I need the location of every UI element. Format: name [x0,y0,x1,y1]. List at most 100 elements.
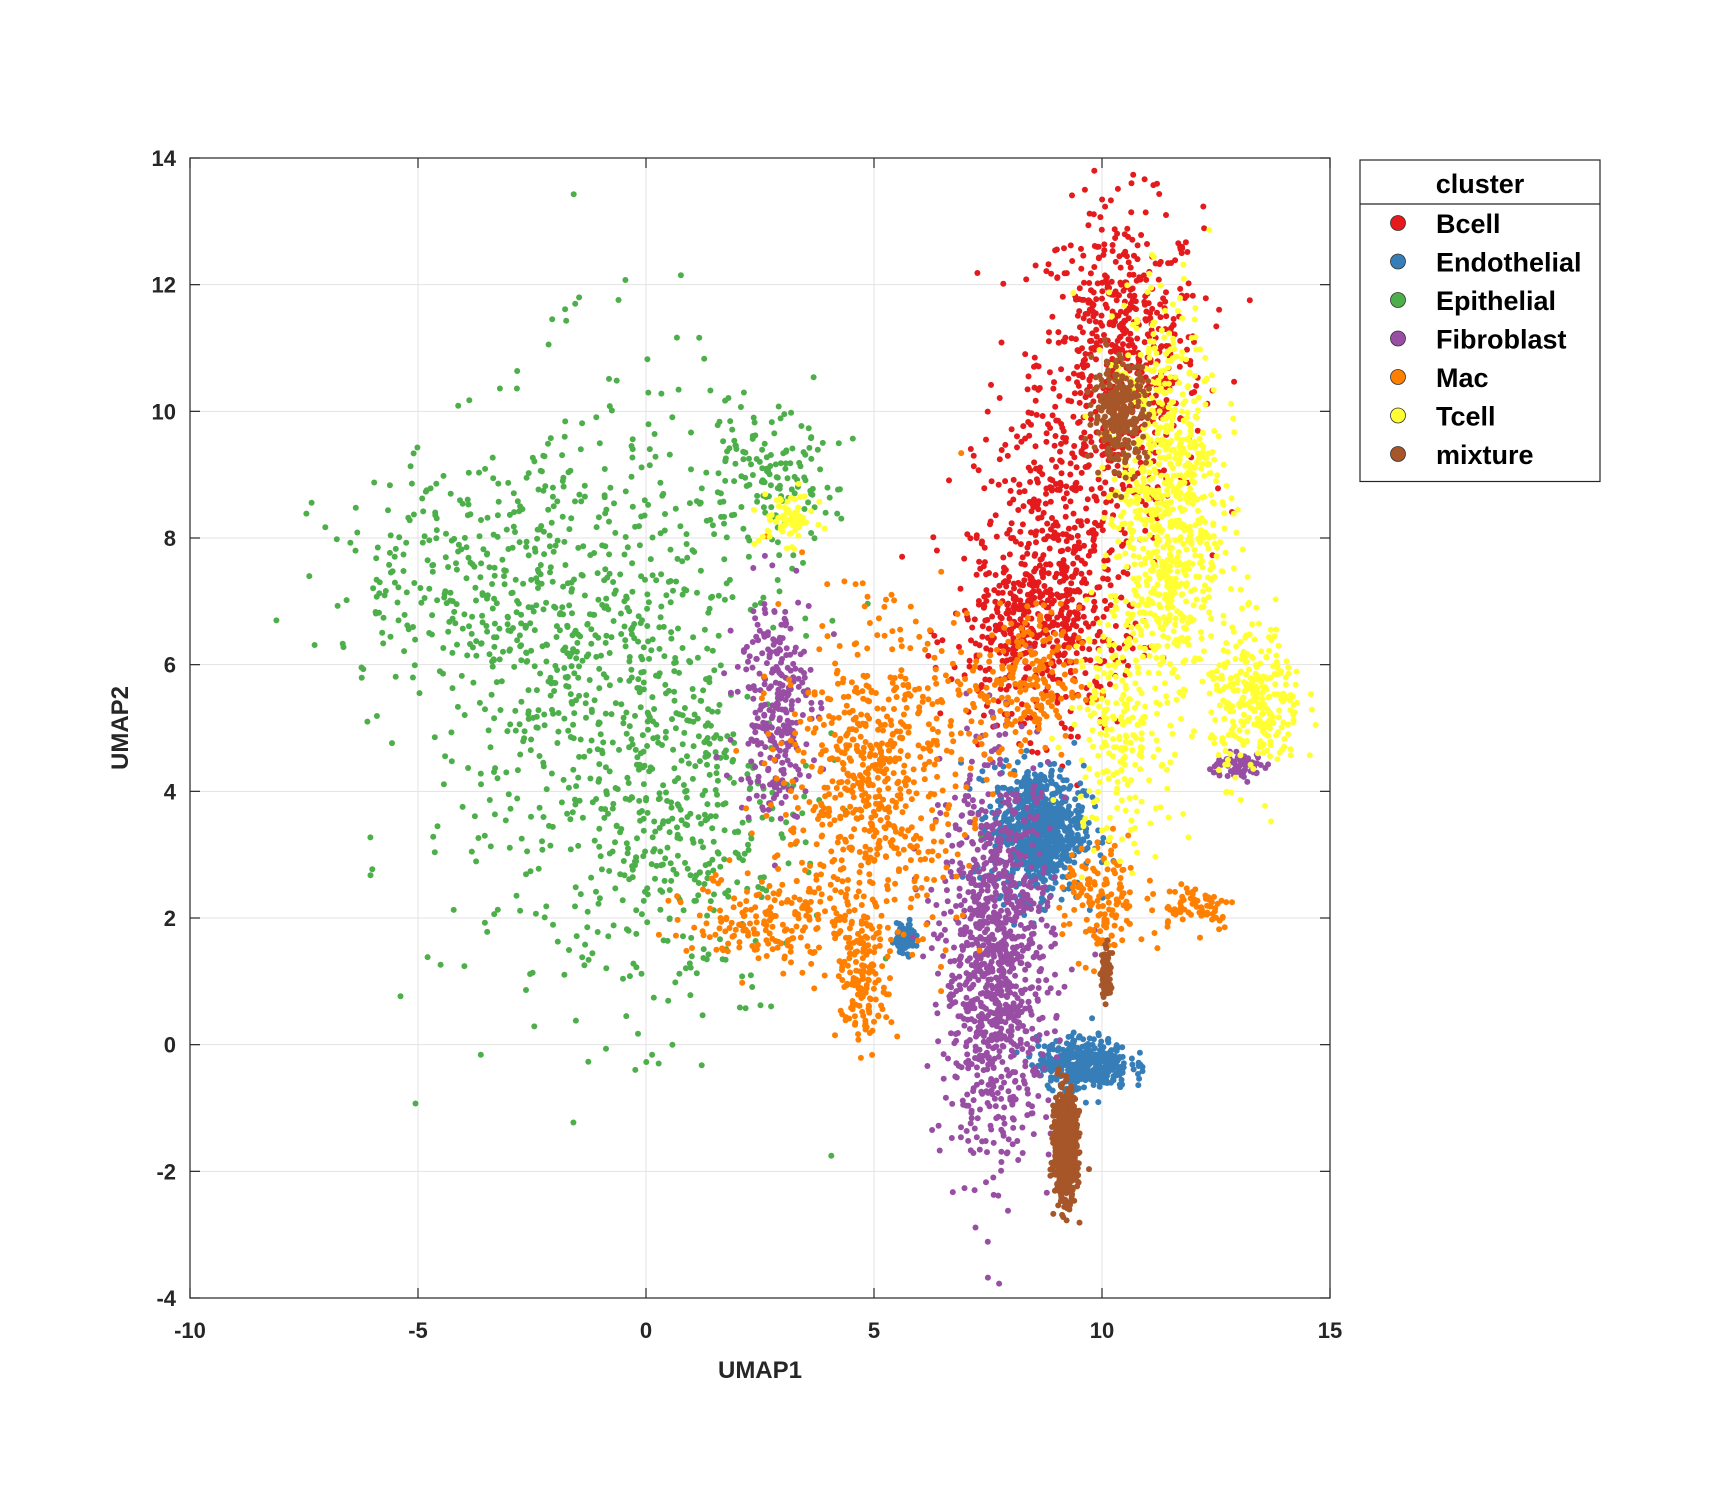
point [1041,583,1048,589]
point [1029,1025,1036,1032]
point [512,727,519,734]
point [1170,321,1177,328]
point [591,611,598,618]
point [992,622,999,629]
point [560,776,567,783]
point [636,523,642,530]
point [746,455,752,462]
point [978,935,985,942]
point [561,646,568,652]
point [1023,276,1030,283]
point [1059,293,1066,300]
point [1081,279,1087,286]
point [1028,931,1035,938]
point [1093,356,1099,363]
point [937,810,944,816]
point [1070,1029,1077,1036]
point [1003,791,1010,798]
point [640,897,647,904]
point [966,657,973,664]
point [1125,662,1131,669]
point [620,720,627,727]
point [949,1189,956,1196]
point [453,601,460,608]
point [796,459,803,466]
point [1163,212,1169,218]
point [849,435,856,442]
point [628,666,635,673]
point [554,537,561,544]
point [1088,439,1095,445]
point [1035,985,1042,991]
point [531,1023,538,1030]
point [504,621,511,628]
point [1071,443,1078,449]
point [671,697,678,704]
point [1061,270,1068,277]
point [563,317,570,324]
point [509,589,516,596]
point [464,496,471,503]
point [549,823,556,830]
point [941,926,948,933]
point [613,377,620,384]
point [620,858,627,864]
point [1012,823,1019,830]
point [632,712,638,719]
point [1136,1049,1143,1056]
point [1092,408,1099,415]
point [644,623,651,629]
point [401,611,408,618]
point [987,647,994,654]
point [1032,443,1039,450]
point [1035,515,1042,522]
point [717,499,724,506]
point [1059,852,1065,859]
point [988,1077,995,1084]
point [742,1005,749,1012]
point [723,534,730,541]
point [633,964,640,971]
point [1029,577,1035,584]
point [540,528,547,535]
point [1007,487,1014,494]
point [1074,532,1081,539]
point [1045,1151,1052,1158]
point [485,727,492,734]
point [1134,256,1141,263]
point [1034,863,1041,870]
point [644,591,651,598]
point [776,552,783,559]
point [1071,609,1078,616]
point [700,955,707,961]
point [1002,731,1009,737]
point [602,764,609,771]
point [662,734,669,741]
point [1025,373,1032,380]
point [1079,374,1086,381]
point [1086,383,1093,390]
point [1042,500,1049,507]
point [1004,530,1011,537]
point [1005,835,1012,842]
point [671,778,678,785]
point [584,620,591,627]
point [499,556,506,563]
point [623,730,630,737]
point [472,584,479,591]
point [644,919,651,926]
point [1015,1084,1022,1091]
point [690,718,697,725]
point [572,627,579,634]
point [1163,397,1170,403]
point [981,593,988,600]
point [588,874,595,881]
point [1107,681,1113,688]
point [1038,789,1045,796]
point [1078,469,1085,476]
point [1049,412,1056,419]
point [1063,483,1070,490]
point [563,683,570,689]
point [995,1053,1002,1060]
point [667,599,674,606]
